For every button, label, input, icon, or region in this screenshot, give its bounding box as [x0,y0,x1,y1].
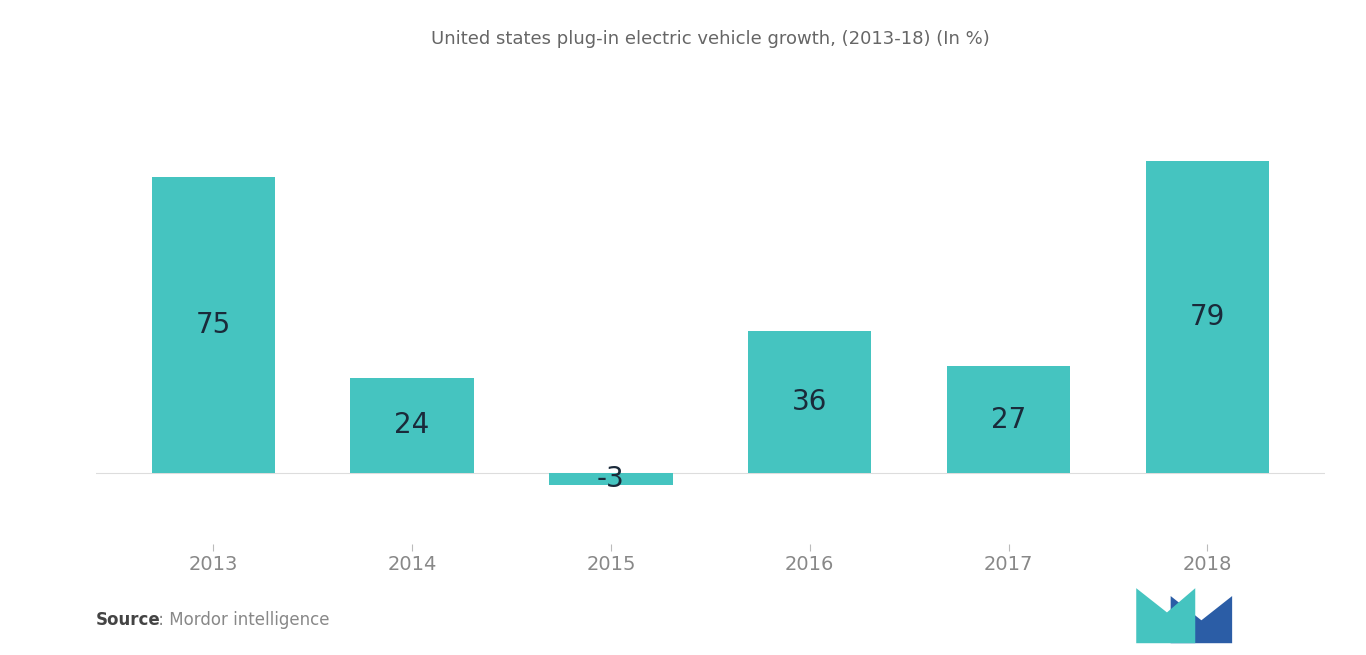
Text: 75: 75 [195,311,231,339]
Text: 79: 79 [1190,303,1225,331]
Text: : Mordor intelligence: : Mordor intelligence [153,611,329,629]
Bar [749,331,872,473]
Text: -3: -3 [597,464,624,493]
Bar [947,366,1071,473]
Text: Source: Source [96,611,160,629]
Text: 24: 24 [395,411,430,440]
Text: 27: 27 [990,405,1026,434]
Text: 36: 36 [792,388,828,416]
Bar [350,378,474,473]
Polygon shape [1137,588,1195,643]
Bar [152,177,275,473]
Title: United states plug-in electric vehicle growth, (2013-18) (In %): United states plug-in electric vehicle g… [430,30,990,48]
Bar [549,473,672,485]
Polygon shape [1171,596,1232,643]
Bar [1146,161,1269,473]
